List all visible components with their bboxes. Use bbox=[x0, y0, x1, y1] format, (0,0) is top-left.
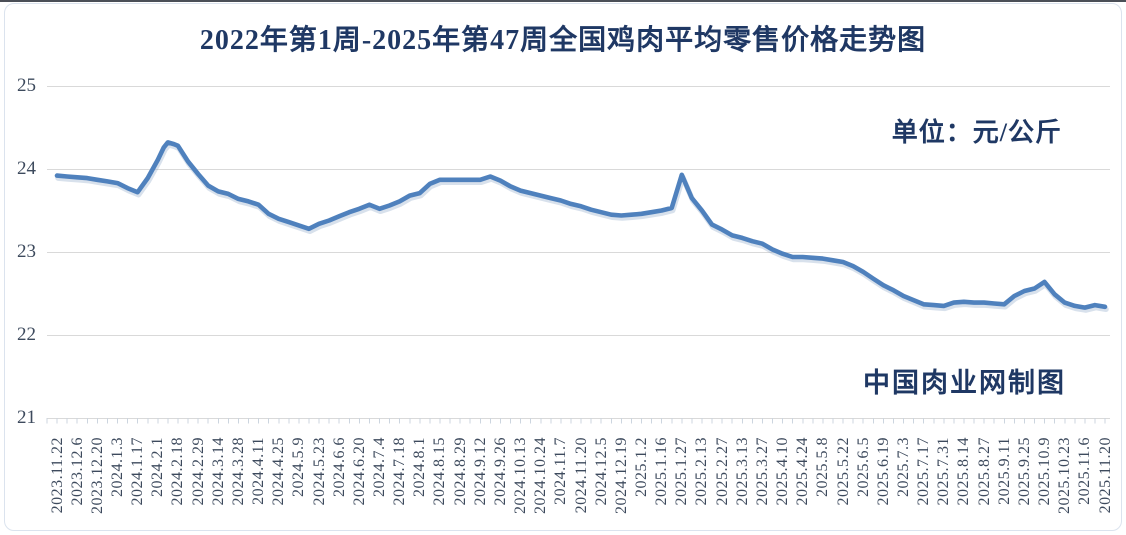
x-tick-label: 2025.8.14 bbox=[955, 437, 973, 506]
x-tick-label: 2024.6.20 bbox=[350, 437, 368, 506]
x-tick-label: 2024.11.20 bbox=[572, 437, 590, 514]
x-tick-label: 2024.8.15 bbox=[431, 437, 449, 506]
x-tick-label: 2025.1.2 bbox=[632, 437, 650, 497]
x-tick-label: 2024.11.7 bbox=[552, 437, 570, 505]
price-line bbox=[54, 140, 1108, 310]
x-tick-label: 2025.5.8 bbox=[814, 437, 832, 497]
x-tick-label: 2025.1.16 bbox=[653, 437, 671, 506]
x-tick-label: 2025.2.13 bbox=[693, 437, 711, 506]
unit-label: 单位：元/公斤 bbox=[891, 118, 1062, 147]
credit-label: 中国肉业网制图 bbox=[863, 368, 1066, 398]
y-tick-label: 24 bbox=[17, 158, 36, 179]
x-tick-label: 2024.5.23 bbox=[310, 437, 328, 506]
x-tick-label: 2025.11.6 bbox=[1076, 437, 1094, 505]
x-tick-label: 2024.1.17 bbox=[129, 437, 147, 506]
y-tick-label: 23 bbox=[17, 241, 36, 262]
x-tick-label: 2025.4.10 bbox=[774, 437, 792, 506]
window-top-edge bbox=[0, 0, 1126, 2]
x-tick-label: 2024.1.3 bbox=[108, 437, 126, 497]
x-tick-label: 2025.6.19 bbox=[874, 437, 892, 506]
x-tick-label: 2024.6.6 bbox=[330, 437, 348, 497]
x-tick-label: 2024.5.9 bbox=[290, 437, 308, 497]
x-tick-label: 2024.4.11 bbox=[250, 437, 268, 505]
x-tick-label: 2024.3.14 bbox=[209, 437, 227, 506]
x-tick-label: 2025.9.25 bbox=[1015, 437, 1033, 506]
x-tick-label: 2024.12.5 bbox=[592, 437, 610, 506]
x-tick-label: 2024.10.13 bbox=[512, 437, 530, 514]
x-tick-label: 2023.12.20 bbox=[88, 437, 106, 514]
x-tick-label: 2025.11.20 bbox=[1096, 437, 1114, 514]
chart-title: 2022年第1周-2025年第47周全国鸡肉平均零售价格走势图 bbox=[199, 25, 927, 56]
x-tick-label: 2025.3.27 bbox=[753, 437, 771, 506]
x-tick-label: 2024.2.18 bbox=[169, 437, 187, 506]
x-tick-label: 2024.7.4 bbox=[370, 437, 388, 497]
y-tick-label: 21 bbox=[17, 407, 36, 428]
x-tick-label: 2025.7.31 bbox=[935, 437, 953, 506]
x-tick-label: 2025.7.3 bbox=[894, 437, 912, 497]
x-tick-label: 2024.8.29 bbox=[451, 437, 469, 506]
y-tick-label: 25 bbox=[17, 75, 36, 96]
x-tick-label: 2024.12.19 bbox=[612, 437, 630, 514]
x-tick-label: 2023.11.22 bbox=[48, 437, 66, 514]
x-tick-label: 2024.9.26 bbox=[491, 437, 509, 506]
x-tick-label: 2025.7.17 bbox=[915, 437, 933, 506]
x-tick-label: 2025.10.23 bbox=[1056, 437, 1074, 514]
x-tick-label: 2025.9.11 bbox=[995, 437, 1013, 505]
y-tick-label: 22 bbox=[17, 324, 36, 345]
x-tick-label: 2024.10.24 bbox=[532, 437, 550, 514]
x-tick-label: 2024.3.28 bbox=[229, 437, 247, 506]
x-tick-label: 2024.9.12 bbox=[471, 437, 489, 506]
x-tick-label: 2025.4.24 bbox=[794, 437, 812, 506]
x-tick-label: 2025.3.13 bbox=[733, 437, 751, 506]
x-tick-label: 2024.2.29 bbox=[189, 437, 207, 506]
x-tick-label: 2024.7.18 bbox=[391, 437, 409, 506]
x-tick-label: 2025.8.27 bbox=[975, 437, 993, 506]
x-tick-label: 2025.5.22 bbox=[834, 437, 852, 506]
x-tick-label: 2025.2.27 bbox=[713, 437, 731, 506]
x-tick-label: 2024.4.25 bbox=[270, 437, 288, 506]
x-tick-label: 2024.8.1 bbox=[411, 437, 429, 497]
x-tick-label: 2024.2.1 bbox=[149, 437, 167, 497]
x-tick-label: 2025.6.5 bbox=[854, 437, 872, 497]
x-tick-label: 2023.12.6 bbox=[68, 437, 86, 506]
x-tick-label: 2025.1.27 bbox=[673, 437, 691, 506]
x-tick-label: 2025.10.9 bbox=[1036, 437, 1054, 506]
